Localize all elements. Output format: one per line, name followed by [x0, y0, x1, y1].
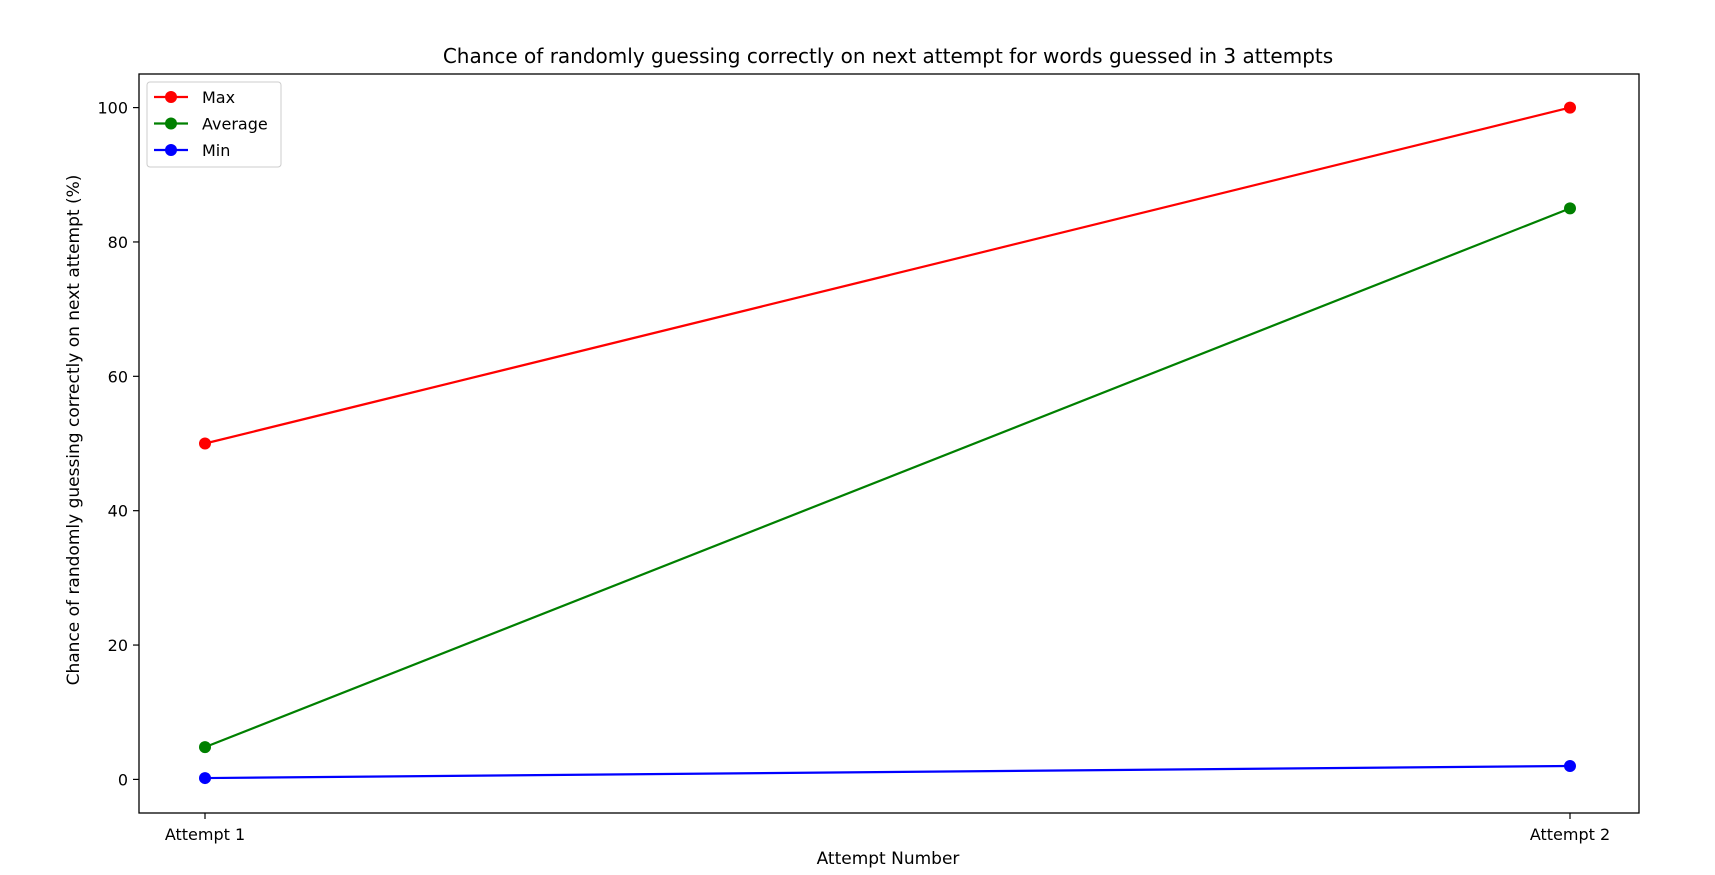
data-point-max [1564, 101, 1576, 114]
plot-frame [138, 73, 1640, 814]
legend-item-average: Average [154, 115, 268, 134]
y-tick-label: 80 [108, 233, 128, 252]
y-axis-label: Chance of randomly guessing correctly on… [64, 175, 84, 686]
y-axis-ticks: 0 20 40 60 80 100 [97, 99, 139, 789]
legend-label: Average [202, 115, 268, 134]
data-point-average [199, 741, 211, 754]
data-point-min [1564, 759, 1576, 772]
y-tick-label: 0 [118, 770, 128, 789]
data-point-average [1564, 202, 1576, 215]
y-tick-label: 60 [108, 367, 128, 386]
x-tick-label: Attempt 2 [1530, 825, 1610, 844]
x-axis-label: Attempt Number [817, 849, 960, 869]
series-min [199, 759, 1576, 785]
legend-label: Min [202, 141, 230, 160]
y-tick-label: 40 [108, 502, 128, 521]
legend-label: Max [202, 88, 235, 107]
y-tick-label: 100 [97, 99, 128, 118]
series-average [199, 202, 1576, 754]
x-axis-ticks: Attempt 1 Attempt 2 [165, 813, 1610, 844]
series-line-min [204, 764, 1571, 780]
legend-item-max: Max [154, 88, 235, 107]
legend: Max Average Min [146, 81, 282, 168]
data-point-max [199, 437, 211, 450]
chart-title: Chance of randomly guessing correctly on… [443, 44, 1333, 68]
series-max [199, 101, 1576, 450]
legend-marker [165, 144, 177, 156]
y-tick-label: 20 [108, 636, 128, 655]
data-point-min [199, 772, 211, 785]
legend-marker [165, 91, 177, 103]
legend-item-min: Min [154, 141, 230, 160]
series-line-max [204, 106, 1571, 445]
x-tick-label: Attempt 1 [165, 825, 245, 844]
legend-marker [165, 117, 177, 130]
legend-box [146, 81, 282, 168]
series-line-average [204, 207, 1571, 749]
series-layer [199, 101, 1576, 785]
